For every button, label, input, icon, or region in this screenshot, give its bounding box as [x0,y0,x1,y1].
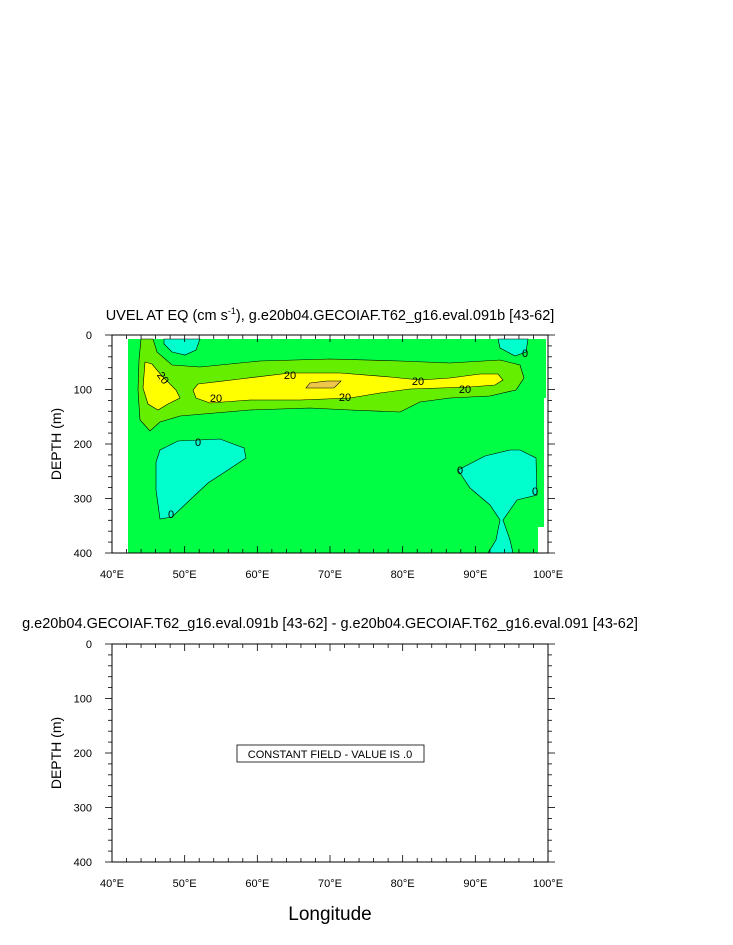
panel1-title: UVEL AT EQ (cm s-1), g.e20b04.GECOIAF.T6… [106,306,555,324]
fill-region-40-main [192,372,504,404]
x-tick-label: 100°E [533,878,563,890]
fill-region-neg-3 [155,438,247,520]
contour-label: 20 [339,392,351,404]
y-tick-label: 200 [74,748,92,760]
x-tick-label: 100°E [533,569,563,581]
y-tick-label: 200 [74,439,92,451]
panel2-y-tick-labels: 0 100 200 300 400 [74,639,92,869]
x-tick-label: 40°E [100,569,124,581]
x-tick-label: 50°E [173,569,197,581]
panel1-contour-labels: 20 20 20 20 20 20 0 0 0 0 0 [154,348,538,521]
y-tick-label: 300 [74,803,92,815]
panel1-ticks [105,334,555,554]
contour-label: 0 [522,348,528,360]
y-tick-label: 400 [74,857,92,869]
contour-label: 0 [195,437,201,449]
x-tick-label: 70°E [318,878,342,890]
fill-region-60 [305,380,342,389]
x-tick-label: 80°E [391,569,415,581]
contour-label: 0 [532,486,538,498]
panel2-ticks [105,643,555,863]
panel1-title-sup: -1 [228,306,236,316]
panel1-title-main: UVEL AT EQ (cm s [106,308,228,324]
panel2-y-axis-label: DEPTH (m) [48,717,64,789]
y-tick-label: 400 [74,548,92,560]
contour-label: 0 [457,465,463,477]
y-tick-label: 300 [74,494,92,506]
fill-region-missing [538,527,546,553]
x-tick-label: 40°E [100,878,124,890]
constant-field-annotation: CONSTANT FIELD - VALUE IS .0 [248,749,412,761]
x-tick-label: 60°E [245,878,269,890]
contour-label: 20 [284,370,296,382]
contour-label: 20 [210,393,222,405]
y-tick-label: 100 [74,385,92,397]
x-tick-label: 50°E [173,878,197,890]
x-tick-label: 60°E [245,569,269,581]
fill-region-40-west [142,361,181,411]
y-tick-label: 0 [86,330,92,342]
y-tick-label: 100 [74,694,92,706]
panel1-y-axis-label: DEPTH (m) [48,408,64,480]
x-tick-label: 90°E [463,569,487,581]
contour-label: 20 [412,376,424,388]
panel1-y-tick-labels: 0 100 200 300 400 [74,330,92,560]
contour-label: 20 [154,370,171,387]
fill-region-neg-1 [163,338,201,356]
panel1-title-rest: ), g.e20b04.GECOIAF.T62_g16.eval.091b [4… [236,308,554,324]
constant-field-box [236,744,425,763]
x-tick-label: 80°E [391,878,415,890]
x-axis-label: Longitude [288,904,371,925]
fill-region-missing-edge [544,398,546,527]
x-tick-label: 70°E [318,569,342,581]
contour-label: 0 [168,509,174,521]
panel1-contour-fill [128,338,546,554]
panel2-title: g.e20b04.GECOIAF.T62_g16.eval.091b [43-6… [22,616,638,632]
x-tick-label: 90°E [463,878,487,890]
fill-region-neg-2 [497,338,529,357]
panel1-x-tick-labels: 40°E 50°E 60°E 70°E 80°E 90°E 100°E [100,569,563,581]
panel2-x-tick-labels: 40°E 50°E 60°E 70°E 80°E 90°E 100°E [100,878,563,890]
fill-region-neg-4 [457,449,538,554]
y-tick-label: 0 [86,639,92,651]
contour-label: 20 [459,384,471,396]
